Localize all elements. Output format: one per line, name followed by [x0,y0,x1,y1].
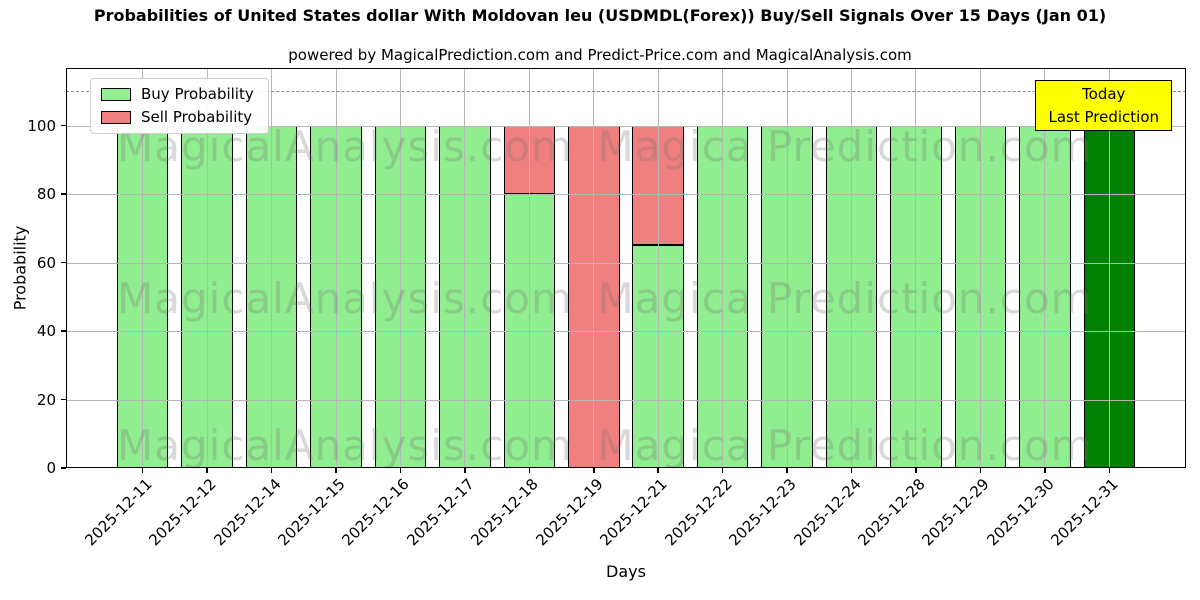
y-tick-mark [61,261,66,264]
legend-swatch-buy [101,88,131,101]
y-tick-label: 60 [36,253,56,272]
dashed-threshold-line [66,91,1186,93]
watermark-row: MagicalAnalysis.com Magica Prediction.co… [66,421,1186,471]
gridline-vertical [786,68,788,468]
y-tick-label: 20 [36,390,56,409]
today-annotation-line1: Today [1082,85,1126,103]
x-tick-mark [399,468,402,473]
gridline-vertical [915,68,917,468]
x-tick-mark [141,468,144,473]
y-tick-mark [61,124,66,127]
gridline-vertical [528,68,530,468]
legend-swatch-sell [101,111,131,124]
x-tick-mark [915,468,917,473]
plot-area: MagicalAnalysis.com Magica Prediction.co… [66,68,1186,471]
x-tick-mark [657,468,659,473]
y-tick-mark [61,398,66,401]
gridline-horizontal [66,331,1186,332]
y-tick-mark [61,330,66,332]
x-tick-mark [206,468,208,473]
gridline-vertical [979,68,981,468]
x-tick-mark [979,468,982,473]
gridline-horizontal [66,194,1186,196]
gridline-horizontal [66,262,1186,264]
legend: Buy Probability Sell Probability [90,78,269,134]
gridline-vertical [593,68,595,468]
y-tick-label: 0 [46,459,56,477]
gridline-vertical [851,68,853,468]
x-tick-mark [335,468,337,473]
chart-title: Probabilities of United States dollar Wi… [93,6,1107,25]
gridline-vertical [722,68,724,468]
x-tick-mark [850,468,853,473]
gridline-vertical [1108,68,1110,468]
x-tick-mark [721,468,724,473]
x-tick-mark [593,468,595,473]
gridline-horizontal [66,125,1186,127]
x-tick-mark [464,468,466,473]
x-tick-label: 2025-12-11 [81,475,156,550]
gridline-vertical [271,68,273,468]
today-annotation-line2: Last Prediction [1048,107,1159,126]
x-tick-mark [786,468,788,473]
x-tick-mark [270,468,273,473]
gridline-vertical [335,68,337,468]
x-tick-mark [1044,468,1046,473]
gridline-horizontal [66,399,1186,401]
legend-item-buy: Buy Probability [101,87,254,102]
y-tick-mark [61,193,66,195]
x-axis-label: Days [606,562,646,581]
x-tick-mark [1108,468,1111,473]
legend-label-buy: Buy Probability [141,85,254,103]
gridline-vertical [206,68,208,468]
gridline-vertical [464,68,466,468]
gridline-vertical [142,68,144,468]
watermark-row: MagicalAnalysis.com Magica Prediction.co… [66,274,1186,324]
legend-label-sell: Sell Probability [141,108,253,126]
legend-item-sell: Sell Probability [101,110,254,125]
gridline-vertical [399,68,401,468]
x-tick-mark [528,468,531,473]
y-tick-label: 80 [36,185,56,204]
y-tick-label: 100 [27,116,56,135]
gridline-vertical [657,68,659,468]
y-tick-mark [61,467,66,469]
chart-subtitle: powered by MagicalPrediction.com and Pre… [288,46,912,64]
y-tick-label: 40 [36,322,56,340]
gridline-vertical [1044,68,1046,468]
today-annotation: Today Last Prediction [1035,80,1172,131]
